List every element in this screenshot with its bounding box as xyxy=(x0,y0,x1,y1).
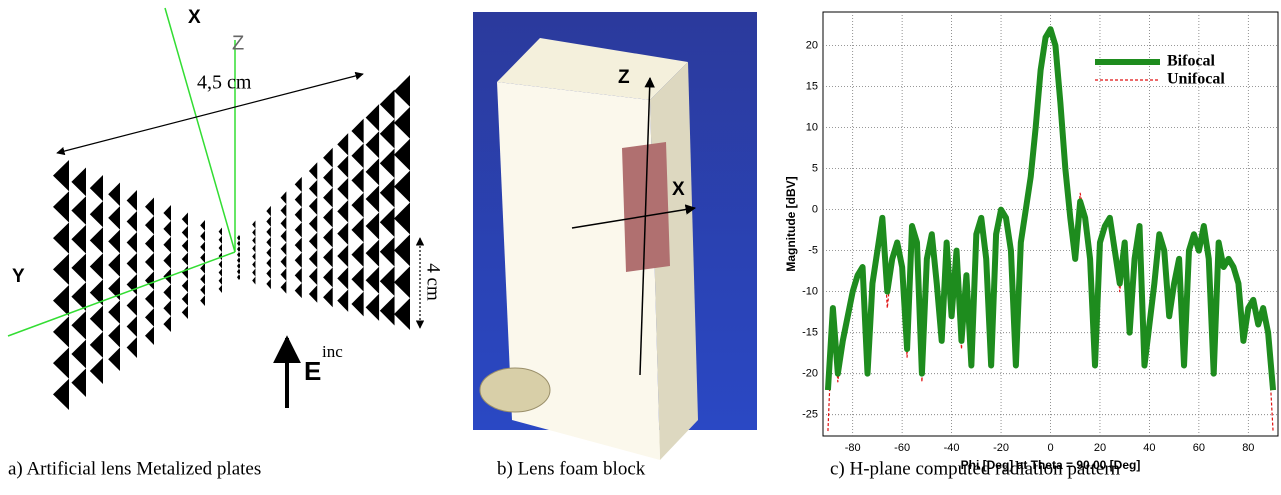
plate xyxy=(108,183,120,372)
y-axis-line xyxy=(8,252,235,336)
x-tick-label: 80 xyxy=(1242,442,1254,454)
plate xyxy=(90,175,103,384)
dimension-label: 4 cm xyxy=(423,263,444,301)
plate xyxy=(163,205,171,332)
plate xyxy=(182,213,188,320)
plate xyxy=(337,133,348,312)
axis-label: X xyxy=(672,179,685,200)
x-tick-label: -20 xyxy=(993,442,1009,454)
x-tick-label: -80 xyxy=(845,442,861,454)
x-tick-label: 60 xyxy=(1193,442,1205,454)
y-tick-label: -25 xyxy=(802,409,818,421)
y-tick-label: 20 xyxy=(806,40,818,52)
x-tick-label: 40 xyxy=(1143,442,1155,454)
y-tick-label: -15 xyxy=(802,327,818,339)
plate xyxy=(380,90,395,326)
caption: b) Lens foam block xyxy=(497,458,646,479)
y-tick-label: -20 xyxy=(802,368,818,380)
plate xyxy=(281,191,287,293)
y-tick-label: 10 xyxy=(806,122,818,134)
dimension-label: 4,5 cm xyxy=(197,72,252,94)
plate xyxy=(219,228,222,294)
caption: a) Artificial lens Metalized plates xyxy=(8,458,261,479)
field-label: E xyxy=(304,356,321,386)
plate xyxy=(237,235,239,280)
plate xyxy=(366,104,379,321)
coin xyxy=(480,368,550,412)
y-tick-label: -10 xyxy=(802,286,818,298)
y-axis-label: Magnitude [dBV] xyxy=(784,176,798,271)
plate xyxy=(323,148,333,308)
y-tick-label: 5 xyxy=(812,163,818,175)
legend-label: Bifocal xyxy=(1167,53,1216,70)
plate xyxy=(145,198,154,346)
field-superscript: inc xyxy=(322,342,343,361)
x-tick-label: 0 xyxy=(1047,442,1053,454)
legend-label: Unifocal xyxy=(1167,71,1225,88)
plate xyxy=(351,119,363,317)
page: X Z Y 4,5 cm 4 cm E inc a) Artificial le… xyxy=(0,0,1281,490)
figure: X Z Y 4,5 cm 4 cm E inc a) Artificial le… xyxy=(0,0,1281,490)
plate xyxy=(394,75,410,330)
chart: -25 -20 -15 -10 -5 0 5 10 15 20 -80 -60 -40 -20 0 20 40 6… xyxy=(784,12,1278,479)
y-tick-label: -5 xyxy=(808,245,818,257)
plate xyxy=(295,177,302,298)
x-tick-label: 20 xyxy=(1094,442,1106,454)
plate xyxy=(53,160,69,410)
axis-label: Y xyxy=(12,266,25,287)
plate xyxy=(252,220,255,284)
axis-label: Z xyxy=(232,32,244,54)
x-tick-label: -60 xyxy=(894,442,910,454)
x-axis-line xyxy=(165,8,235,252)
x-tick-label: -40 xyxy=(944,442,960,454)
y-tick-label: 15 xyxy=(806,81,818,93)
axis-label: Z xyxy=(618,67,630,88)
caption: c) H-plane computed radiation pattern xyxy=(830,458,1121,479)
plate xyxy=(309,162,317,302)
y-tick-label: 0 xyxy=(812,204,818,216)
plate xyxy=(71,168,86,398)
plate xyxy=(266,206,271,289)
axis-label: X xyxy=(188,7,201,28)
plate xyxy=(127,190,137,358)
